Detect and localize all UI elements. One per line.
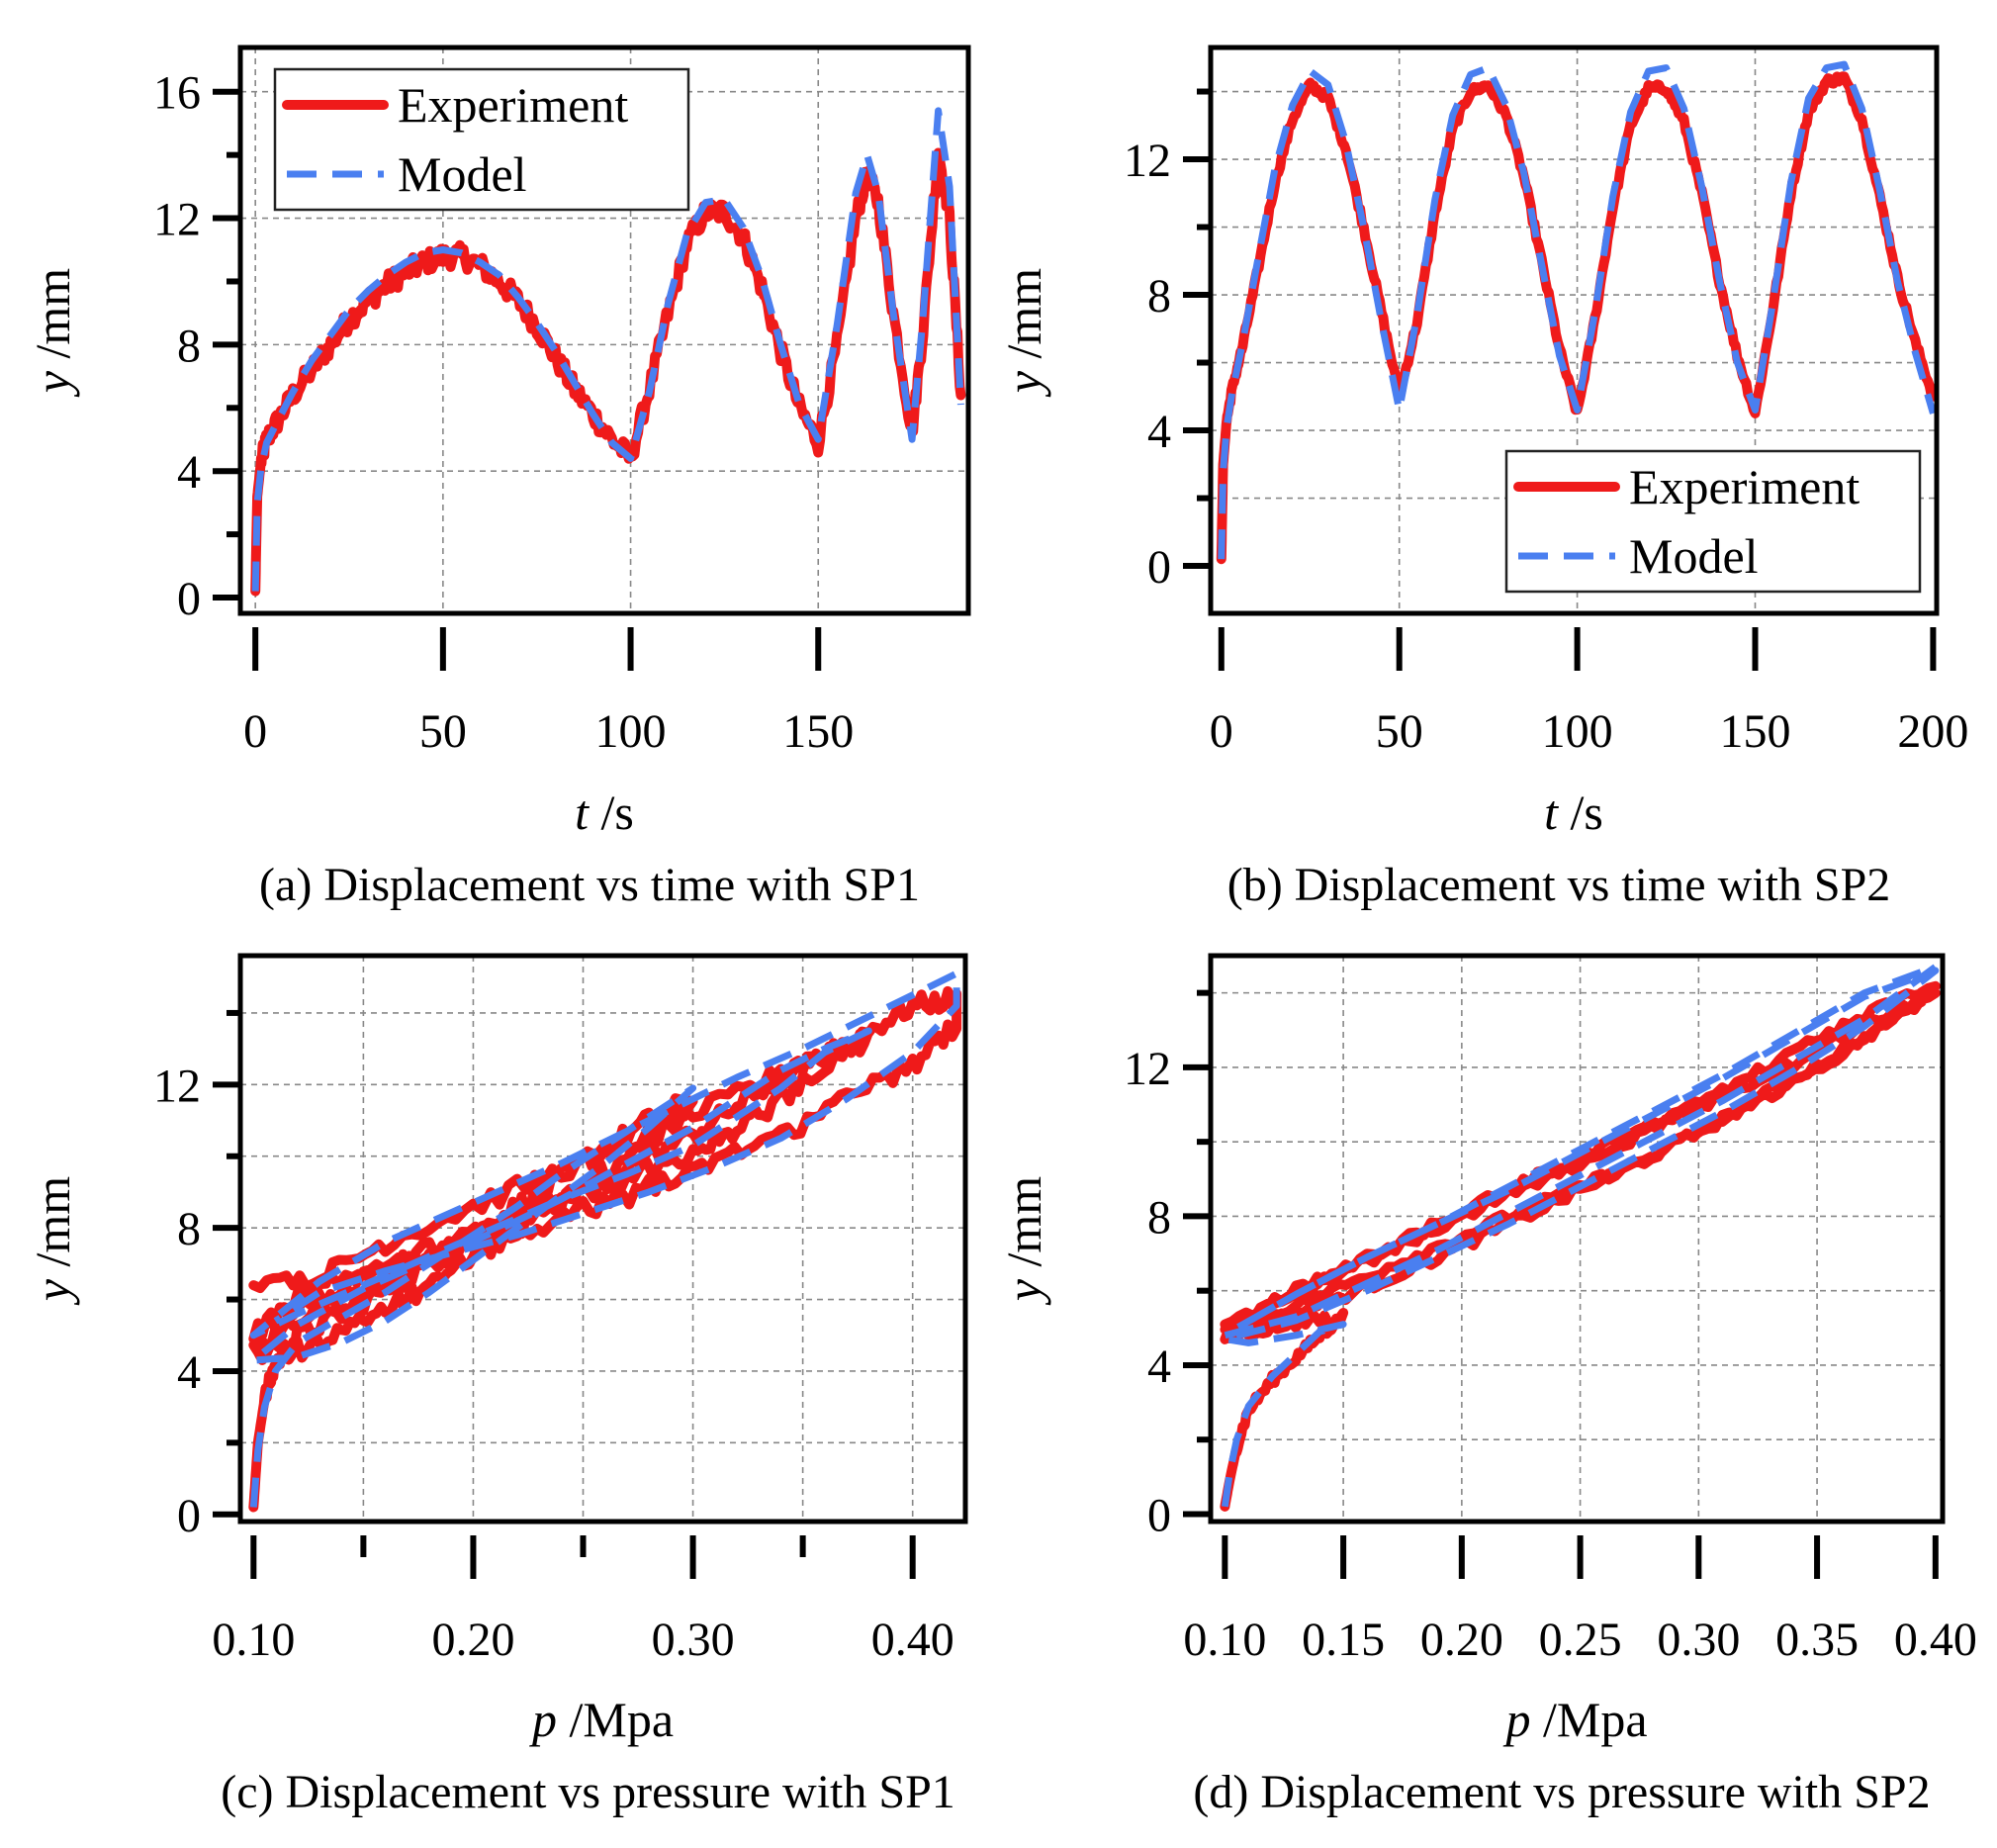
series-experiment-line [1220, 980, 1941, 1512]
subfigure-caption: (d) Displacement vs pressure with SP2 [1193, 1766, 1930, 1818]
x-tick-label: 150 [782, 705, 854, 758]
x-tick-label: 0.20 [1420, 1614, 1503, 1666]
y-tick-label: 8 [177, 320, 201, 372]
series-model-line [249, 970, 960, 1508]
y-tick-label: 0 [177, 1490, 201, 1542]
x-tick-label: 0.30 [1657, 1614, 1740, 1666]
plot-frame [237, 45, 971, 616]
x-axis-unit: /Mpa [557, 1692, 674, 1747]
y-tick-label: 8 [177, 1203, 201, 1255]
x-tick-label: 150 [1720, 705, 1791, 758]
x-axis-title: t /s [1544, 785, 1603, 840]
legend-label-model: Model [1629, 528, 1759, 584]
x-axis-title: p /Mpa [529, 1692, 674, 1747]
x-axis-unit: /s [1558, 785, 1603, 840]
y-axis-variable: y [996, 1278, 1051, 1306]
x-tick-label: 0.40 [1894, 1614, 1977, 1666]
y-axis-title: y /mm [25, 268, 80, 398]
plot-frame [1208, 953, 1946, 1525]
y-axis-title: y /mm [996, 1176, 1051, 1306]
series-experiment-line [248, 985, 962, 1513]
x-tick-label: 100 [1542, 705, 1613, 758]
y-tick-label: 8 [1147, 1191, 1171, 1244]
x-axis-variable: t [1544, 785, 1559, 840]
x-tick-label: 0.30 [652, 1614, 735, 1666]
subfigure-caption: (c) Displacement vs pressure with SP1 [221, 1766, 955, 1818]
x-tick-label: 50 [419, 705, 467, 758]
y-axis-title: y /mm [996, 268, 1051, 398]
x-tick-label: 200 [1897, 705, 1968, 758]
chart-d: 0 4 8 12 0.10 0.15 0.20 0.25 0.30 0.35 0.40 p /Mpa y… [996, 953, 1977, 1818]
x-tick-label: 50 [1376, 705, 1423, 758]
x-tick-label: 100 [595, 705, 667, 758]
y-axis-variable: y [25, 370, 80, 398]
x-tick-label: 0.10 [1183, 1614, 1266, 1666]
x-tick-label: 0.25 [1539, 1614, 1622, 1666]
series-model-line [251, 107, 964, 592]
legend-box [1504, 449, 1922, 594]
y-tick-label: 12 [1124, 135, 1171, 187]
chart-c: 0 4 8 12 0.10 0.20 0.30 0.40 p /Mpa y /mm (c) Disp… [25, 953, 968, 1818]
x-tick-label: 0.20 [431, 1614, 514, 1666]
x-axis-title: p /Mpa [1502, 1692, 1647, 1747]
y-axis-unit: /mm [996, 1176, 1051, 1279]
legend: Experiment Model [273, 67, 690, 212]
y-tick-label: 8 [1147, 270, 1171, 323]
series-model-line [1221, 963, 1940, 1508]
x-axis-variable: p [529, 1692, 557, 1747]
x-axis-unit: /s [589, 785, 634, 840]
y-axis-variable: y [996, 370, 1051, 398]
y-tick-label: 12 [153, 1060, 201, 1112]
y-axis-unit: /mm [996, 268, 1051, 371]
legend: Experiment Model [1504, 449, 1922, 594]
x-axis-title: t /s [575, 785, 634, 840]
x-tick-label: 0.10 [212, 1614, 295, 1666]
y-axis-variable: y [25, 1278, 80, 1306]
x-axis-variable: p [1502, 1692, 1530, 1747]
y-axis-unit: /mm [25, 268, 80, 371]
subfigure-caption: (b) Displacement vs time with SP2 [1227, 859, 1891, 911]
plot-frame [1208, 45, 1940, 616]
y-tick-label: 12 [1124, 1043, 1171, 1095]
x-tick-label: 0 [243, 705, 267, 758]
x-axis-unit: /Mpa [1530, 1692, 1647, 1747]
legend-box [273, 67, 690, 212]
legend-label-experiment: Experiment [1629, 459, 1860, 514]
y-tick-label: 4 [177, 1346, 201, 1399]
y-tick-label: 0 [1147, 1489, 1171, 1541]
series-model-line [1218, 60, 1937, 560]
x-tick-label: 0.15 [1302, 1614, 1385, 1666]
y-tick-label: 16 [153, 67, 201, 120]
x-tick-label: 0.35 [1775, 1614, 1859, 1666]
x-tick-label: 0 [1210, 705, 1233, 758]
y-tick-label: 4 [1147, 406, 1171, 458]
legend-label-experiment: Experiment [398, 77, 628, 133]
y-axis-unit: /mm [25, 1176, 80, 1279]
y-axis-title: y /mm [25, 1176, 80, 1306]
y-tick-label: 0 [1147, 541, 1171, 594]
chart-a: 0 4 8 12 16 0 50 100 150 t /s y /mm (a) Displacemen… [25, 45, 971, 911]
y-tick-label: 4 [177, 446, 201, 499]
plot-frame [237, 953, 968, 1525]
x-axis-variable: t [575, 785, 590, 840]
y-tick-label: 12 [153, 194, 201, 246]
y-tick-label: 0 [177, 573, 201, 625]
y-tick-label: 4 [1147, 1340, 1171, 1393]
chart-b: 0 4 8 12 0 50 100 150 200 t /s y /mm (b) Displaceme… [996, 45, 1968, 911]
x-tick-label: 0.40 [871, 1614, 954, 1666]
legend-label-model: Model [398, 146, 527, 202]
subfigure-caption: (a) Displacement vs time with SP1 [259, 859, 920, 911]
